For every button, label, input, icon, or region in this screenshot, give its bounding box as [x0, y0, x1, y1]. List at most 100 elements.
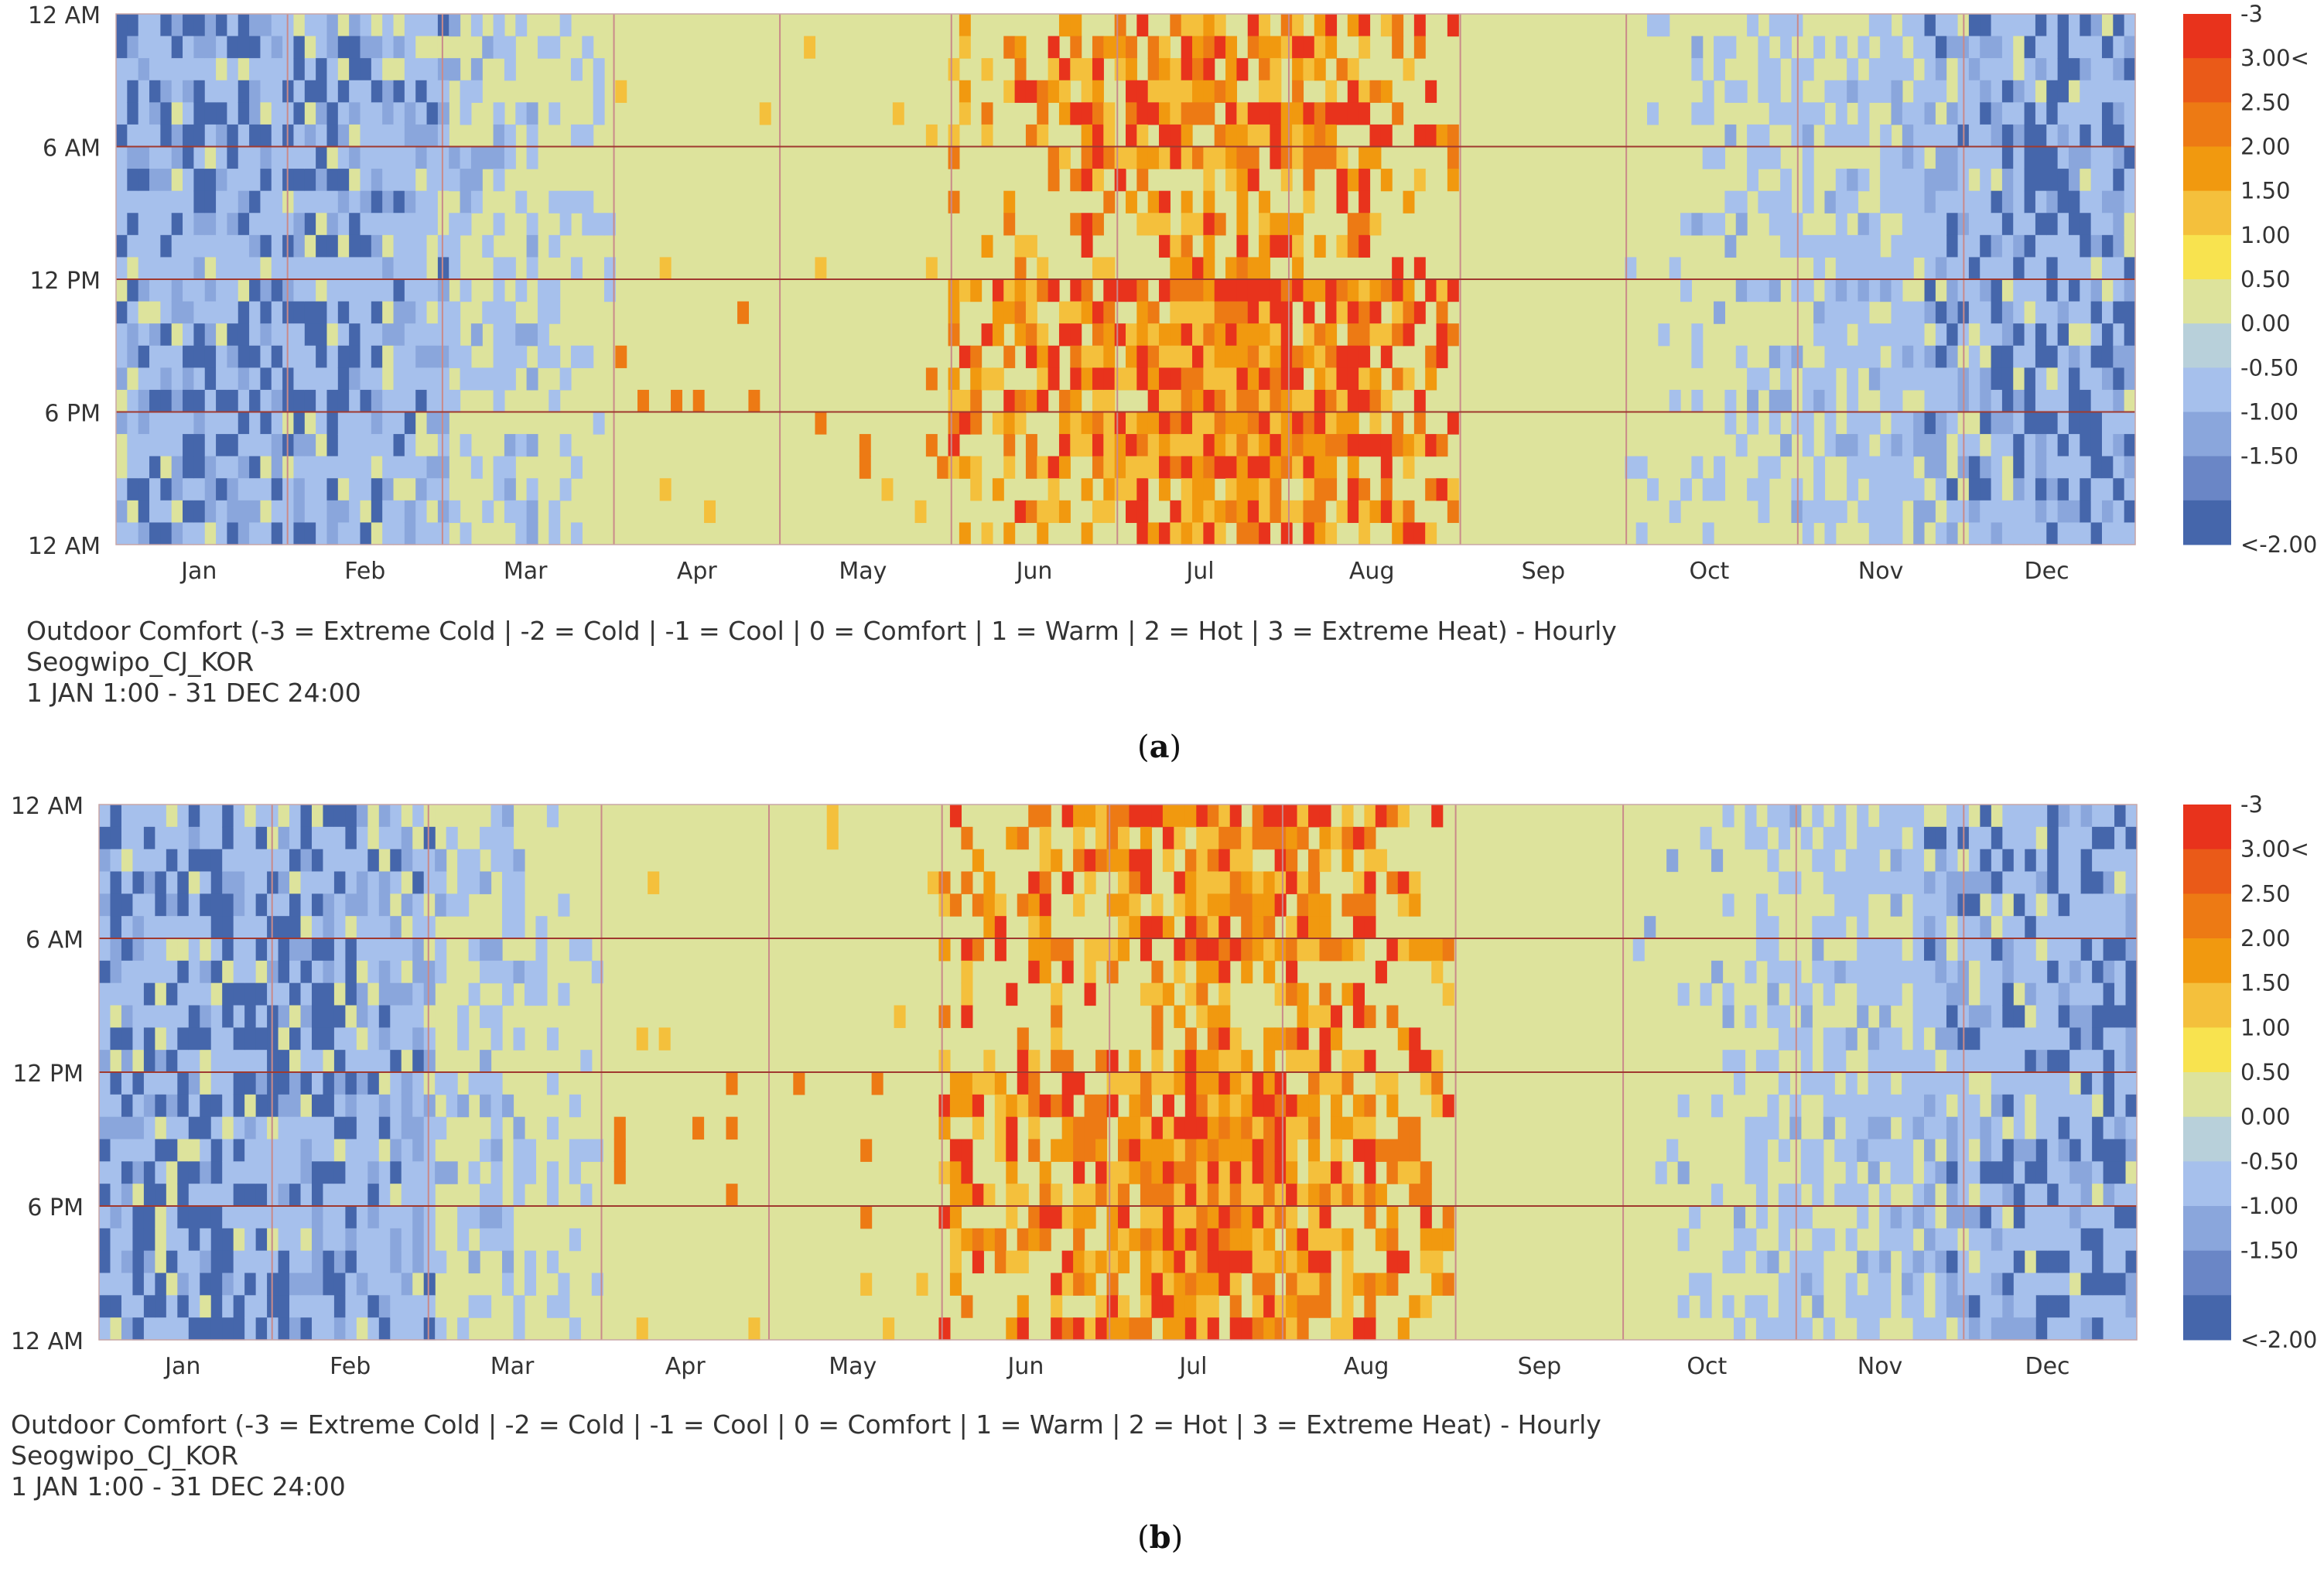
- heatmap-cell: [470, 169, 483, 192]
- heatmap-cell: [356, 1184, 368, 1207]
- heatmap-cell: [233, 1005, 245, 1028]
- heatmap-cell: [278, 1005, 290, 1028]
- heatmap-cell: [426, 323, 439, 347]
- heatmap-cell: [1991, 1317, 2003, 1341]
- heatmap-cell: [99, 1273, 111, 1296]
- heatmap-cell: [2068, 500, 2080, 524]
- heatmap-cell: [1359, 434, 1371, 457]
- heatmap-cell: [121, 1094, 134, 1118]
- heatmap-cell: [513, 1161, 525, 1184]
- heatmap-cell: [323, 1139, 335, 1162]
- heatmap-cell: [1325, 522, 1338, 545]
- heatmap-cell: [367, 1094, 380, 1118]
- heatmap-cell: [493, 478, 505, 501]
- heatmap-cell: [2125, 1027, 2138, 1051]
- heatmap-cell: [480, 1206, 492, 1229]
- heatmap-cell: [2069, 871, 2082, 894]
- heatmap-cell: [1325, 478, 1338, 501]
- heatmap-cell: [2035, 80, 2047, 103]
- heatmap-cell: [390, 1005, 402, 1028]
- heatmap-cell: [726, 1072, 738, 1095]
- heatmap-cell: [367, 849, 380, 873]
- heatmap-cell: [2013, 500, 2025, 524]
- heatmap-cell: [110, 916, 122, 939]
- heatmap-cell: [1297, 938, 1309, 962]
- heatmap-cell: [1968, 58, 1981, 81]
- heatmap-cell: [412, 849, 425, 873]
- heatmap-cell: [1070, 389, 1082, 413]
- heatmap-cell: [171, 389, 183, 413]
- heatmap-cell: [222, 1250, 234, 1274]
- heatmap-cell: [1308, 1184, 1321, 1207]
- heatmap-cell: [970, 279, 983, 302]
- heatmap-cell: [2113, 434, 2125, 457]
- heatmap-cell: [1297, 893, 1309, 917]
- heatmap-cell: [1006, 1184, 1018, 1207]
- heatmap-cell: [1880, 478, 1892, 501]
- heatmap-cell: [345, 960, 357, 984]
- heatmap-cell: [1325, 301, 1338, 324]
- heatmap-cell: [367, 938, 380, 962]
- x-tick-label: Dec: [2025, 558, 2069, 585]
- heatmap-cell: [293, 80, 306, 103]
- heatmap-cell: [2058, 1317, 2070, 1341]
- heatmap-cell: [938, 1094, 951, 1118]
- heatmap-cell: [1780, 213, 1793, 236]
- heatmap-cell: [480, 1139, 492, 1162]
- heatmap-cell: [233, 982, 245, 1006]
- heatmap-cell: [1028, 1072, 1041, 1095]
- heatmap-cell: [423, 960, 436, 984]
- heatmap-cell: [2080, 80, 2092, 103]
- heatmap-cell: [1835, 124, 1847, 148]
- heatmap-cell: [1292, 213, 1304, 236]
- heatmap-cell: [378, 1027, 391, 1051]
- heatmap-cell: [1196, 1072, 1208, 1095]
- heatmap-cell: [99, 916, 111, 939]
- heatmap-cell: [1912, 1184, 1925, 1207]
- heatmap-cell: [2068, 478, 2080, 501]
- heatmap-cell: [1259, 389, 1271, 413]
- heatmap-cell: [2001, 434, 2014, 457]
- heatmap-cell: [293, 279, 306, 302]
- heatmap-cell: [1666, 1139, 1679, 1162]
- heatmap-cell: [1319, 1250, 1331, 1274]
- heatmap-cell: [959, 456, 971, 479]
- heatmap-cell: [1857, 36, 1870, 59]
- heatmap-cell: [1263, 1094, 1276, 1118]
- heatmap-cell: [1330, 826, 1343, 850]
- heatmap-cell: [1890, 1206, 1902, 1229]
- heatmap-cell: [2035, 522, 2047, 545]
- heatmap-cell: [404, 412, 416, 435]
- heatmap-cell: [1147, 345, 1160, 368]
- heatmap-cell: [1308, 916, 1321, 939]
- heatmap-cell: [1025, 234, 1037, 258]
- heatmap-cell: [1364, 1005, 1376, 1028]
- heatmap-cell: [311, 960, 324, 984]
- heatmap-cell: [415, 389, 428, 413]
- heatmap-cell: [188, 1184, 200, 1207]
- heatmap-cell: [345, 826, 357, 850]
- heatmap-cell: [1352, 1094, 1365, 1118]
- heatmap-cell: [249, 279, 261, 302]
- heatmap-cell: [1118, 805, 1130, 828]
- heatmap-cell: [143, 893, 156, 917]
- heatmap-cell: [1025, 456, 1037, 479]
- heatmap-cell: [1968, 1161, 1981, 1184]
- panel-label-b: (b): [1137, 1519, 1184, 1556]
- heatmap-cell: [2002, 1094, 2015, 1118]
- heatmap-cell: [2035, 1317, 2048, 1341]
- heatmap-cell: [1136, 456, 1149, 479]
- heatmap-cell: [504, 500, 516, 524]
- legend-label: 2.00: [2240, 925, 2291, 951]
- heatmap-cell: [1225, 102, 1238, 125]
- heatmap-cell: [1319, 982, 1331, 1006]
- heatmap-cell: [1270, 478, 1282, 501]
- heatmap-cell: [1103, 389, 1116, 413]
- heatmap-cell: [925, 124, 938, 148]
- heatmap-cell: [1203, 102, 1215, 125]
- heatmap-cell: [401, 849, 413, 873]
- heatmap-cell: [1181, 367, 1193, 391]
- heatmap-cell: [1714, 58, 1725, 81]
- x-tick-label: Sep: [1518, 1353, 1562, 1380]
- heatmap-cell: [415, 500, 428, 524]
